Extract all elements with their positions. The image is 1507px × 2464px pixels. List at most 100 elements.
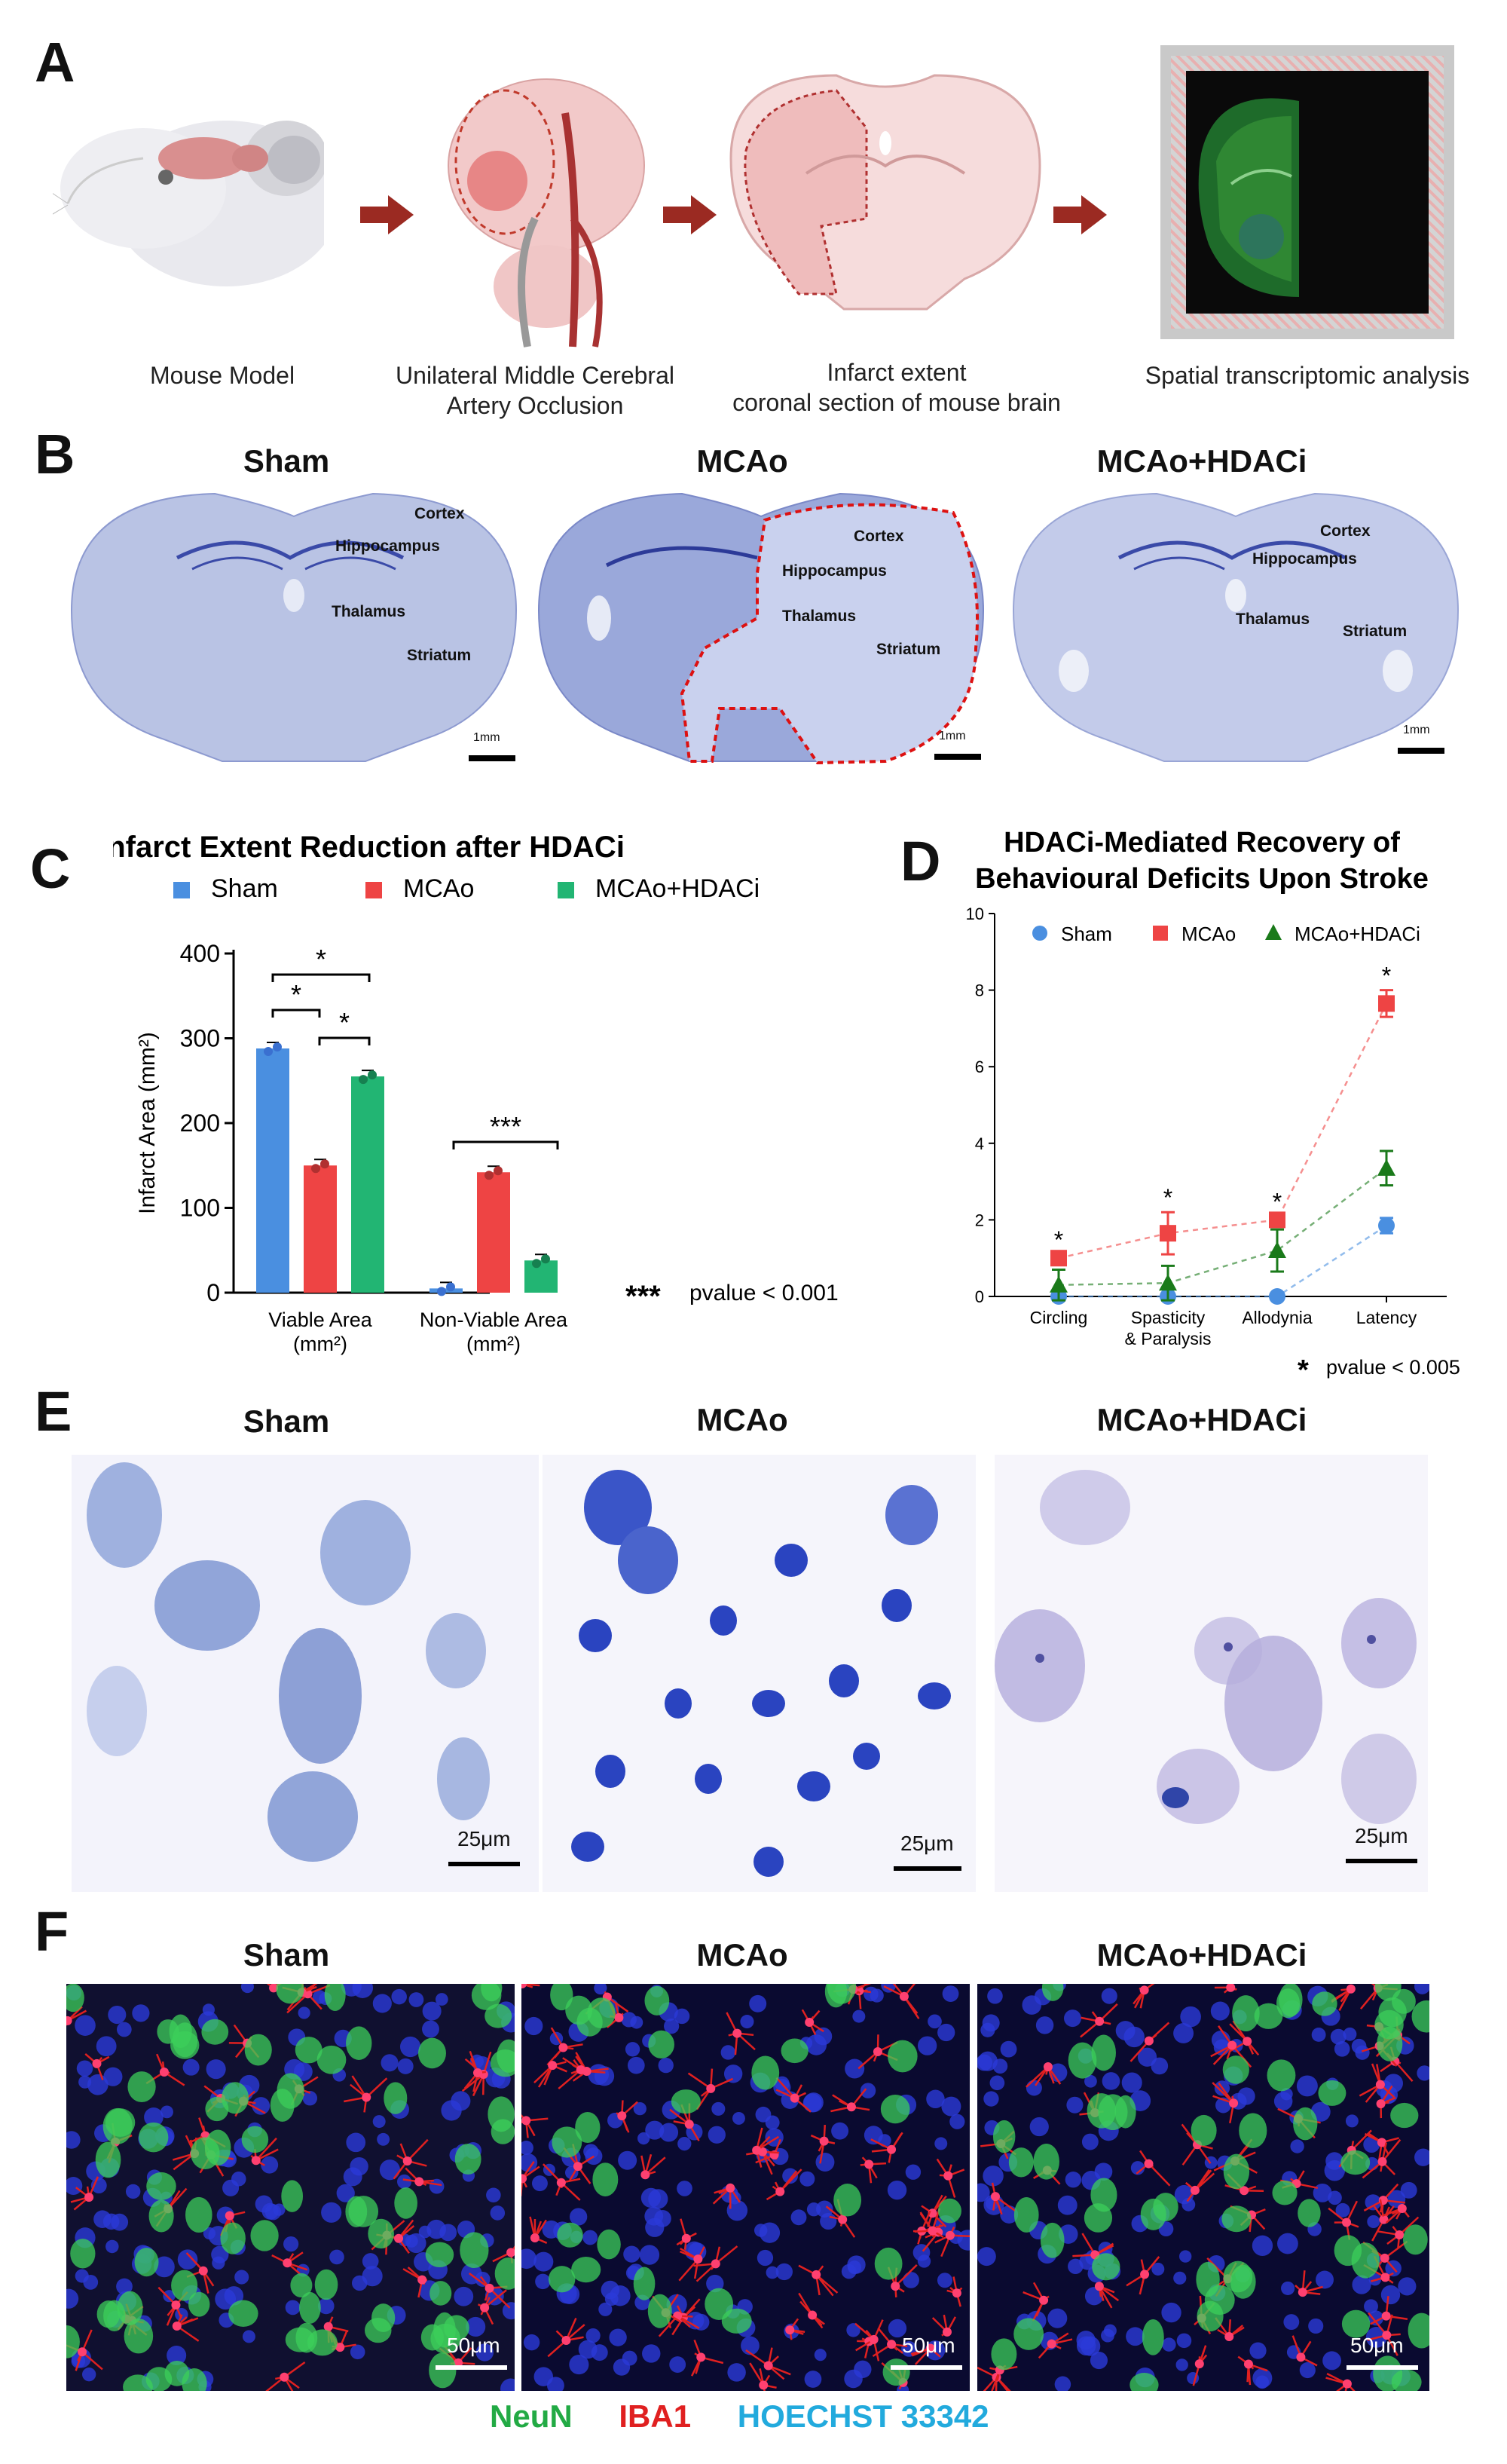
data-point <box>494 1166 503 1176</box>
nucleus <box>1367 2215 1380 2228</box>
nucleus <box>1035 2016 1054 2034</box>
panel-label-d: D <box>900 830 941 892</box>
nucleus <box>578 2340 598 2359</box>
nucleus <box>379 2159 400 2181</box>
nucleus <box>1180 2006 1201 2028</box>
sham-e-scale-label: 25μm <box>457 1827 511 1850</box>
sig-d-0: * <box>1054 1226 1063 1253</box>
nucleus <box>1364 2299 1378 2314</box>
mcao-scale-label: 1mm <box>939 730 966 742</box>
nucleus <box>727 2363 746 2382</box>
microglia-body <box>681 2233 691 2243</box>
neuron <box>1129 2373 1159 2391</box>
nucleus <box>639 2245 660 2265</box>
point-Sham <box>1269 1288 1285 1305</box>
microglia-body <box>943 2171 953 2181</box>
neuron <box>1340 2150 1371 2175</box>
hdaci-f-scale-label: 50μm <box>1350 2334 1404 2357</box>
panel-f-title-sham: Sham <box>243 1937 330 1973</box>
nucleus <box>642 2344 661 2363</box>
neuron <box>123 2374 153 2391</box>
nucleus <box>381 2054 399 2072</box>
panel-f-title-mcao: MCAo <box>696 1937 788 1973</box>
nucleus <box>372 1994 392 2013</box>
y-tick-label: 100 <box>180 1195 220 1222</box>
neuron <box>171 2270 198 2301</box>
sig-d-2: * <box>1273 1188 1282 1215</box>
nissl-image-sham: 25μm <box>72 1455 539 1892</box>
data-point <box>359 1075 368 1085</box>
nucleus <box>977 2247 996 2267</box>
neuron <box>394 2187 417 2219</box>
nucleus <box>594 1984 607 1995</box>
microglia-body <box>66 2016 72 2025</box>
data-point <box>320 1159 329 1169</box>
nucleus <box>426 2219 446 2239</box>
nucleus <box>1255 2375 1270 2389</box>
neuron <box>721 2308 752 2334</box>
nucleus <box>934 2137 948 2150</box>
microglia-body <box>790 2093 799 2103</box>
neuron <box>172 2022 198 2058</box>
nucleus <box>1076 2331 1096 2350</box>
neuron <box>1008 2147 1034 2178</box>
microglia-body <box>732 2028 742 2038</box>
sham-region-cortex: Cortex <box>414 505 465 522</box>
neuron <box>454 2143 481 2175</box>
microglia-body <box>1140 2270 1150 2279</box>
microglia-body <box>573 2162 582 2172</box>
chart-d-title: HDACi-Mediated Recovery of <box>1004 827 1400 859</box>
nucleus <box>805 2034 827 2055</box>
nucleus <box>1130 2161 1145 2175</box>
nucleus <box>1162 2337 1176 2352</box>
nucleus <box>585 2328 601 2343</box>
neuron <box>705 2288 734 2320</box>
nucleus <box>610 2285 631 2306</box>
microglia-body <box>1144 2036 1154 2046</box>
nucleus <box>1084 2074 1097 2088</box>
neuron <box>1092 2253 1120 2281</box>
x-tick-label-d-2: Allodynia <box>1242 1308 1313 1327</box>
nucleus <box>454 2286 474 2306</box>
mcao-region-striatum: Striatum <box>876 641 941 658</box>
mcao-region-cortex: Cortex <box>854 528 904 545</box>
microglia-process <box>406 2138 429 2162</box>
neuron <box>384 2082 408 2114</box>
microglia-body <box>1227 2040 1237 2050</box>
nucleus <box>96 2036 117 2057</box>
sham-region-striatum: Striatum <box>407 647 472 664</box>
nucleus <box>66 2131 81 2149</box>
nucleus <box>206 2059 226 2080</box>
spatial-slide <box>1160 45 1454 339</box>
neuron <box>425 2242 454 2268</box>
neuron <box>648 2030 674 2058</box>
nucleus <box>1090 2351 1108 2370</box>
microglia-process <box>815 2273 839 2294</box>
microglia-body <box>706 2083 716 2093</box>
microglia-process <box>1368 2312 1388 2336</box>
nucleus <box>1000 2040 1017 2058</box>
nucleus <box>524 2016 543 2036</box>
nucleus <box>132 2004 150 2022</box>
nucleus <box>711 2101 726 2116</box>
microglia-body <box>548 2061 558 2071</box>
neuron <box>1191 2114 1217 2146</box>
nucleus <box>103 2067 123 2086</box>
microglia-body <box>530 2233 540 2243</box>
data-point <box>446 1282 455 1292</box>
legend-label-0: Sham <box>211 874 278 903</box>
microglia-body <box>763 2361 773 2371</box>
neuron <box>429 2281 452 2306</box>
data-point <box>264 1047 273 1056</box>
neuron <box>433 2312 456 2348</box>
neuron <box>371 2303 396 2333</box>
data-point <box>532 1259 541 1269</box>
nucleus <box>1381 2089 1395 2104</box>
nucleus <box>215 2288 237 2310</box>
legend-marker-2 <box>1265 924 1282 940</box>
nucleus <box>242 2330 255 2343</box>
microglia-body <box>1377 2138 1386 2147</box>
neuron <box>102 2107 133 2144</box>
nucleus <box>490 2205 506 2221</box>
microglia-body <box>693 2254 703 2264</box>
